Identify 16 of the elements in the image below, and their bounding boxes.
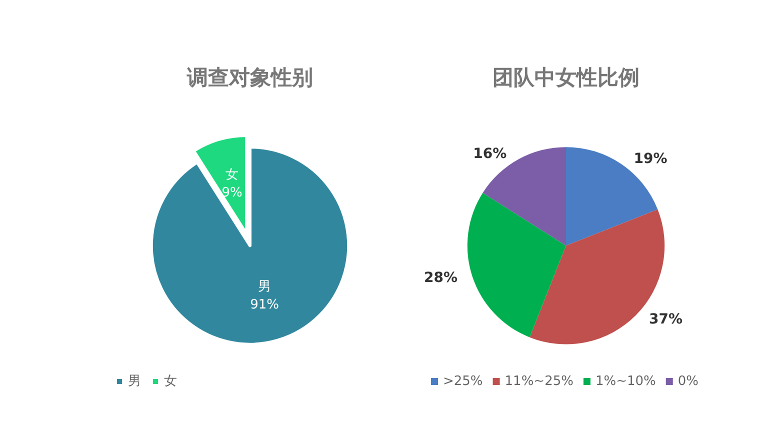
data-label: 19% bbox=[634, 151, 668, 168]
chart-title: 调查对象性别 bbox=[186, 66, 313, 90]
legend-label: >25% bbox=[443, 374, 483, 389]
data-label: 16% bbox=[473, 146, 507, 162]
legend-label: 女 bbox=[164, 374, 177, 389]
data-label: 91% bbox=[250, 297, 280, 312]
legend-label: 1%~10% bbox=[595, 374, 656, 389]
legend-label: 0% bbox=[678, 374, 699, 389]
slice-label: 女 bbox=[226, 167, 239, 182]
legend-label: 11%~25% bbox=[504, 374, 574, 389]
chart-title: 团队中女性比例 bbox=[492, 66, 640, 90]
data-label: 9% bbox=[222, 185, 242, 200]
data-label: 37% bbox=[648, 312, 682, 328]
legend-label: 男 bbox=[128, 374, 141, 389]
data-label: 28% bbox=[424, 270, 458, 286]
slice-label: 男 bbox=[258, 279, 272, 294]
